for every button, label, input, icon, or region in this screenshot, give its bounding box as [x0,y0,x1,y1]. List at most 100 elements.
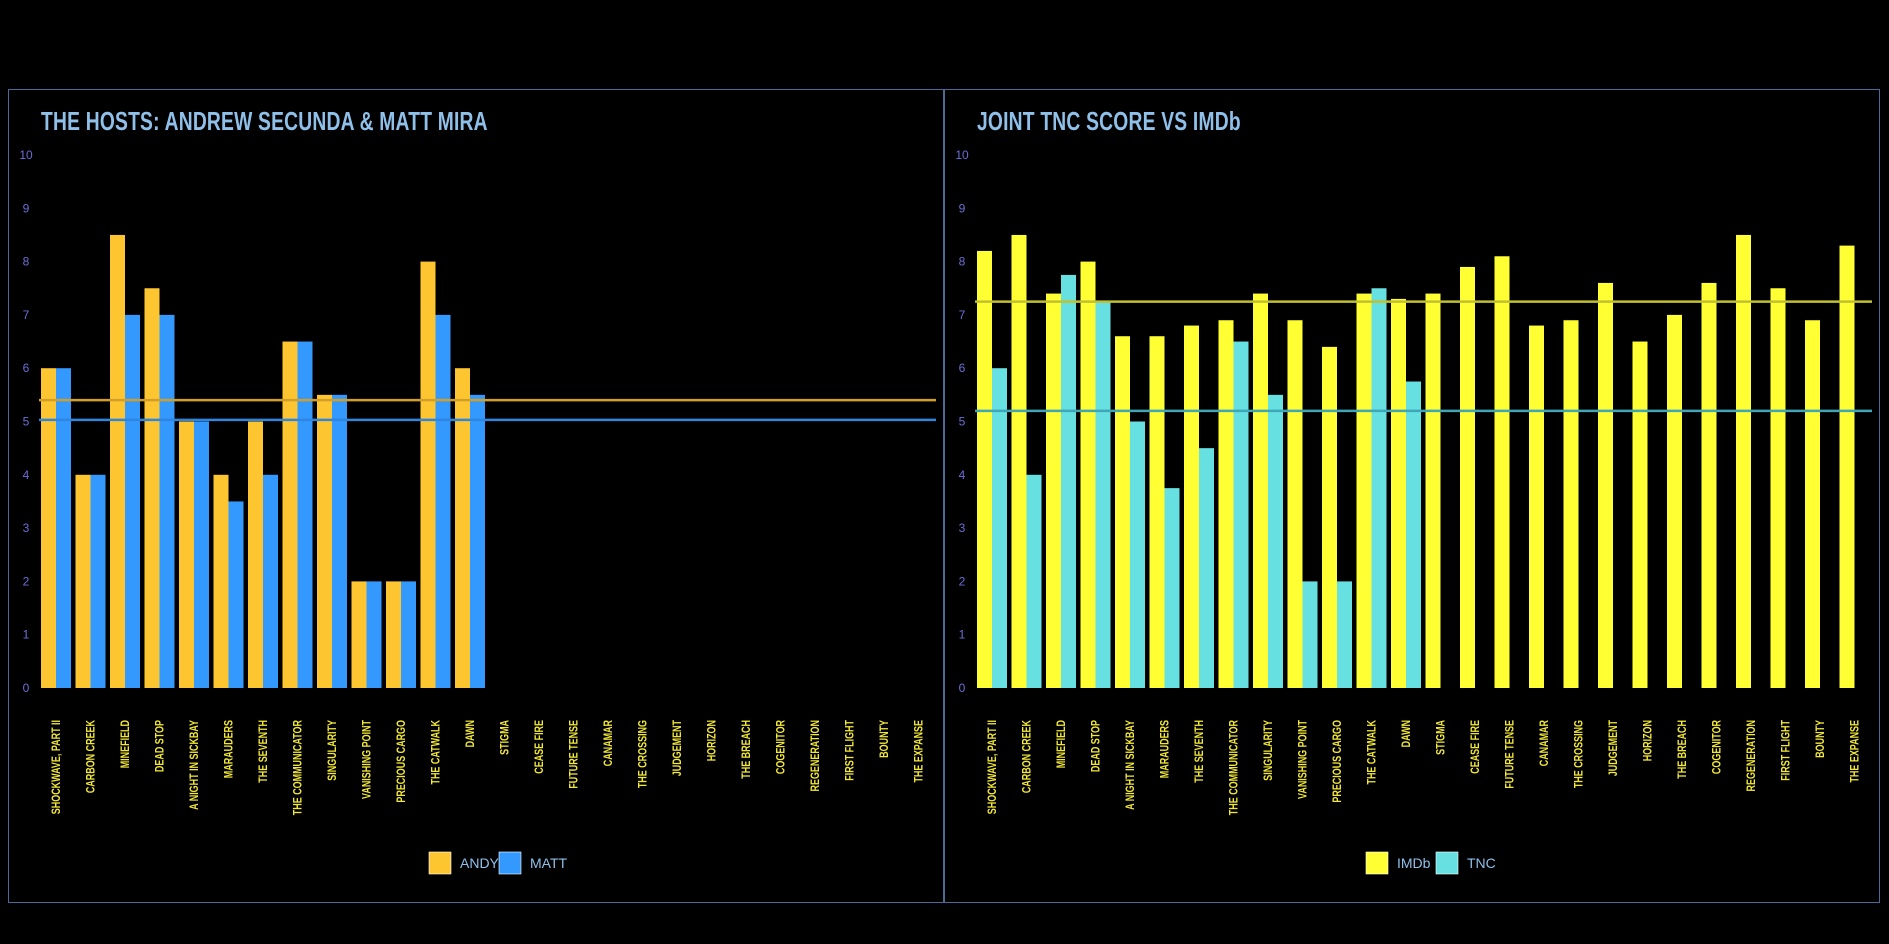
bar-imdb-judgement [1598,282,1613,688]
x-tick-label: VANISHING POINT [362,719,374,799]
x-tick-label: MINEFIELD [120,720,132,768]
x-tick-label: DEAD STOP [1091,720,1103,772]
bar-matt-dawn [470,394,485,688]
x-tick-label: A NIGHT IN SICKBAY [1125,720,1137,810]
bar-andy-precious-cargo [386,581,401,688]
bar-imdb-first-flight [1770,288,1786,688]
x-tick-label: MARAUDERS [1160,720,1172,778]
x-tick-label: REGENERATION [1746,720,1758,791]
x-tick-label: THE SEVENTH [1194,720,1206,783]
x-tick-label: SINGULARITY [327,720,339,781]
bar-imdb-dead-stop [1080,261,1096,688]
bar-imdb-carbon-creek [1011,234,1027,688]
bar-imdb-a-night-in-sickbay [1115,336,1130,688]
bar-tnc-dead-stop [1095,301,1111,688]
x-tick-label: THE SEVENTH [258,720,270,783]
bar-matt-carbon-creek [90,474,106,688]
legend-swatch [1365,851,1389,875]
legend-swatch [428,851,452,875]
y-tick-label: 8 [23,255,30,269]
bar-matt-the-communicator [297,341,313,688]
bar-andy-shockwave-part-ii [41,368,56,688]
bar-imdb-cogenitor [1701,282,1717,688]
bar-imdb-minefield [1046,293,1061,688]
y-tick-label: 3 [23,521,30,535]
bar-imdb-precious-cargo [1322,346,1337,688]
bar-imdb-bounty [1805,320,1820,688]
legend-label: MATT [530,855,568,871]
y-tick-label: 6 [959,361,966,375]
y-tick-label: 7 [959,308,966,322]
x-tick-label: THE CROSSING [1574,720,1586,788]
bar-tnc-precious-cargo [1337,581,1352,688]
x-tick-label: MINEFIELD [1056,720,1068,768]
y-tick-label: 1 [959,628,966,642]
x-tick-label: CARBON CREEK [86,720,98,794]
x-tick-label: STIGMA [500,720,512,755]
bar-imdb-the-expanse [1839,245,1855,689]
x-tick-label: HORIZON [707,720,719,761]
bar-imdb-vanishing-point [1287,320,1303,688]
bar-imdb-cease-fire [1460,266,1475,688]
joint-score-chart-panel: JOINT TNC SCORE VS IMDb 0 1 2 3 4 5 6 7 8 9 10 SHOC… [944,89,1880,903]
x-tick-label: HORIZON [1643,720,1655,761]
y-tick-label: 0 [23,681,30,695]
bar-imdb-singularity [1253,293,1268,688]
bar-imdb-future-tense [1494,256,1510,688]
bar-imdb-horizon [1632,341,1648,688]
bar-imdb-the-crossing [1563,320,1579,688]
hosts-chart-panel: THE HOSTS: ANDREW SECUNDA & MATT MIRA 0 1… [8,89,944,903]
y-tick-label: 8 [959,255,966,269]
x-tick-label: THE EXPANSE [914,720,926,783]
bar-matt-singularity [332,394,347,688]
legend-item-imdb: IMDb [1365,851,1431,875]
y-tick-label: 5 [23,415,30,429]
x-tick-label: CEASE FIRE [534,720,546,774]
x-tick-label: MARAUDERS [224,720,236,778]
legend-item-matt: MATT [498,851,568,875]
x-tick-label: PRECIOUS CARGO [396,720,408,803]
bar-matt-marauders [228,501,244,688]
legend-swatch [1435,851,1459,875]
bar-andy-the-catwalk [420,261,436,688]
bar-andy-minefield [110,234,125,688]
bar-andy-carbon-creek [75,474,91,688]
bar-tnc-dawn [1406,381,1421,688]
y-tick-label: 5 [959,415,966,429]
legend-item-tnc: TNC [1435,851,1496,875]
bar-imdb-the-catwalk [1356,293,1372,688]
x-tick-label: DAWN [1401,720,1413,747]
x-tick-label: THE EXPANSE [1850,720,1862,783]
x-tick-label: JUDGEMENT [1608,719,1620,776]
y-tick-label: 2 [23,574,30,588]
x-tick-label: THE COMMUNICATOR [293,720,305,816]
bar-tnc-vanishing-point [1302,581,1318,688]
x-tick-label: THE BREACH [1677,720,1689,779]
bar-tnc-carbon-creek [1026,474,1042,688]
hosts-bar-chart: 0 1 2 3 4 5 6 7 8 9 10 SHOCKWAVE, PART II CARBON CRE… [19,148,936,875]
bar-tnc-minefield [1061,274,1076,688]
bar-tnc-the-catwalk [1371,288,1387,688]
legend-label: TNC [1467,855,1496,871]
bar-imdb-canamar [1529,325,1544,688]
x-tick-label: THE CATWALK [1367,720,1379,785]
x-tick-label: SHOCKWAVE, PART II [987,720,999,814]
bar-imdb-shockwave-part-ii [977,250,992,688]
bar-imdb-dawn [1391,298,1406,688]
bar-imdb-the-breach [1667,314,1682,688]
bar-tnc-the-seventh [1199,448,1214,688]
bar-imdb-the-seventh [1184,325,1199,688]
bar-matt-the-seventh [263,474,278,688]
y-tick-label: 4 [23,468,30,482]
y-tick-label: 1 [23,628,30,642]
x-tick-label: STIGMA [1436,720,1448,755]
chart-title: JOINT TNC SCORE VS IMDb [977,106,1241,136]
x-tick-label: JUDGEMENT [672,719,684,776]
legend-label: IMDb [1397,855,1431,871]
bar-imdb-stigma [1425,293,1441,688]
x-tick-label: COGENITOR [1712,720,1724,775]
bar-matt-vanishing-point [366,581,382,688]
bar-andy-the-communicator [282,341,298,688]
y-tick-label: 2 [959,574,966,588]
bar-andy-dead-stop [144,288,160,688]
